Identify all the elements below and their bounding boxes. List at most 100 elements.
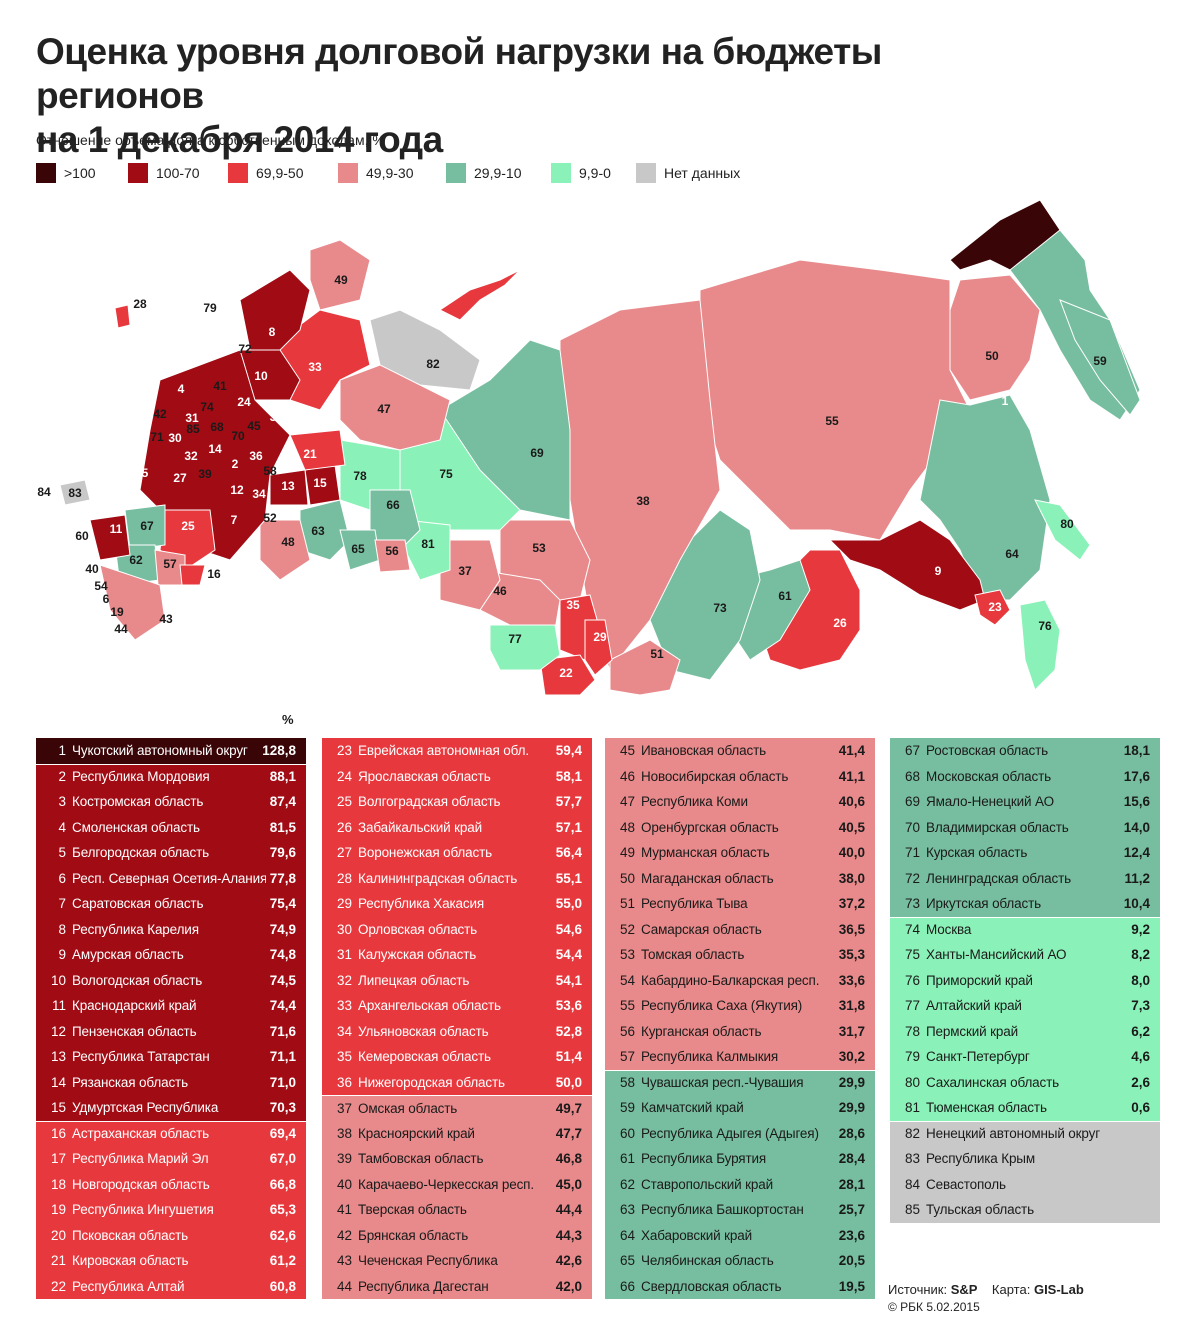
table-row: 75 Ханты-Мансийский АО 8,2: [890, 942, 1160, 968]
row-number: 57: [619, 1049, 635, 1065]
row-region-name: Кемеровская область: [358, 1049, 491, 1065]
row-value: 70,3: [269, 1100, 296, 1116]
row-number: 13: [50, 1049, 66, 1065]
legend-item: >100: [36, 163, 128, 183]
row-region-name: Тульская область: [926, 1202, 1034, 1218]
row-region-name: Пермский край: [926, 1023, 1019, 1039]
table-row: 53 Томская область 35,3: [605, 942, 875, 968]
region-77-shape: [489, 624, 561, 671]
row-region-name: Калужская область: [358, 947, 477, 963]
row-number: 53: [619, 947, 635, 963]
region-80-shape: [1034, 499, 1091, 561]
region-number-label: 3: [270, 410, 277, 424]
region-number-label: 59: [1093, 354, 1107, 368]
row-region-name: Республика Алтай: [72, 1278, 185, 1294]
row-value: 88,1: [269, 769, 296, 785]
copyright: © РБК 5.02.2015: [888, 1300, 980, 1314]
row-region-name: Республика Хакасия: [358, 896, 485, 912]
row-value: 40,0: [838, 845, 865, 861]
row-value: 38,0: [838, 870, 865, 886]
row-region-name: Пензенская область: [72, 1023, 197, 1039]
row-number: 69: [904, 794, 920, 810]
row-number: 55: [619, 998, 635, 1014]
region-83-shape: [59, 479, 91, 506]
row-value: 31,8: [838, 998, 865, 1014]
legend-label: >100: [64, 165, 96, 181]
row-region-name: Астраханская область: [72, 1126, 210, 1142]
row-number: 23: [336, 743, 352, 759]
row-value: 44,3: [555, 1227, 582, 1243]
table-column-2: 23 Еврейская автономная обл. 59,4 24 Ярослав…: [322, 738, 592, 1299]
region-number-label: 7: [231, 513, 238, 527]
table-row: 82 Ненецкий автономный округ: [890, 1120, 1160, 1146]
row-value: 60,8: [269, 1278, 296, 1294]
row-value: 74,5: [269, 972, 296, 988]
legend-label: 29,9-10: [474, 165, 522, 181]
row-value: 128,8: [262, 743, 296, 759]
row-number: 37: [336, 1100, 352, 1116]
table-row: 79 Санкт-Петербург 4,6: [890, 1044, 1160, 1070]
table-row: 36 Нижегородская область 50,0: [322, 1069, 592, 1095]
row-value: 6,2: [1131, 1023, 1150, 1039]
legend-subtitle: Отношение объема долга к собственным дох…: [36, 132, 385, 148]
region-number-label: 42: [153, 407, 167, 421]
table-row: 85 Тульская область: [890, 1197, 1160, 1223]
row-number: 51: [619, 896, 635, 912]
row-number: 6: [58, 870, 66, 886]
row-region-name: Тюменская область: [926, 1100, 1047, 1116]
row-region-name: Республика Башкортостан: [641, 1202, 804, 1218]
region-number-label: 74: [200, 400, 214, 414]
region-number-label: 72: [238, 342, 252, 356]
row-region-name: Чувашская респ.-Чувашия: [641, 1075, 804, 1091]
region-number-label: 13: [281, 479, 295, 493]
row-region-name: Челябинская область: [641, 1253, 774, 1269]
row-region-name: Брянская область: [358, 1227, 469, 1243]
region-number-label: 54: [94, 579, 108, 593]
row-region-name: Республика Крым: [926, 1151, 1035, 1167]
row-value: 53,6: [555, 998, 582, 1014]
table-row: 63 Республика Башкортостан 25,7: [605, 1197, 875, 1223]
row-region-name: Тверская область: [358, 1202, 467, 1218]
row-value: 40,6: [838, 794, 865, 810]
region-64-shape: [919, 394, 1051, 601]
row-value: 57,1: [555, 819, 582, 835]
row-number: 19: [50, 1202, 66, 1218]
legend: >100 100-70 69,9-50 49,9-30 29,9-10 9,9-0 Нет …: [36, 162, 746, 184]
table-row: 40 Карачаево-Черкесская респ. 45,0: [322, 1171, 592, 1197]
region-number-label: 45: [247, 419, 261, 433]
row-region-name: Камчатский край: [641, 1100, 744, 1116]
row-value: 66,8: [269, 1176, 296, 1192]
row-value: 71,6: [269, 1023, 296, 1039]
table-row: 16 Астраханская область 69,4: [36, 1120, 306, 1146]
row-number: 46: [619, 768, 635, 784]
row-region-name: Республика Марий Эл: [72, 1151, 209, 1167]
table-row: 25 Волгоградская область 57,7: [322, 789, 592, 815]
row-number: 32: [336, 972, 352, 988]
row-value: 40,5: [838, 819, 865, 835]
row-value: 54,4: [555, 947, 582, 963]
region-number-label: 50: [985, 349, 999, 363]
page-title: Оценка уровня долговой нагрузки на бюдже…: [36, 30, 1036, 162]
region-number-label: 21: [303, 447, 317, 461]
source-credit: Источник: S&P Карта: GIS-Lab: [888, 1282, 1084, 1297]
row-region-name: Рязанская область: [72, 1074, 188, 1090]
region-49-shape: [309, 239, 371, 311]
table-row: 64 Хабаровский край 23,6: [605, 1222, 875, 1248]
source-value: S&P: [950, 1282, 978, 1297]
table-row: 26 Забайкальский край 57,1: [322, 814, 592, 840]
row-value: 55,1: [555, 870, 582, 886]
row-number: 72: [904, 870, 920, 886]
region-number-label: 84: [37, 485, 51, 499]
table-row: 11 Краснодарский край 74,4: [36, 993, 306, 1019]
row-number: 60: [619, 1125, 635, 1141]
table-row: 2 Республика Мордовия 88,1: [36, 763, 306, 789]
source-label: Источник:: [888, 1282, 948, 1297]
row-value: 42,6: [555, 1253, 582, 1269]
table-row: 20 Псковская область 62,6: [36, 1222, 306, 1248]
region-number-label: 63: [311, 524, 325, 538]
row-value: 49,7: [555, 1100, 582, 1116]
row-number: 35: [336, 1049, 352, 1065]
row-value: 8,0: [1131, 972, 1150, 988]
row-number: 44: [336, 1278, 352, 1294]
table-row: 59 Камчатский край 29,9: [605, 1095, 875, 1121]
